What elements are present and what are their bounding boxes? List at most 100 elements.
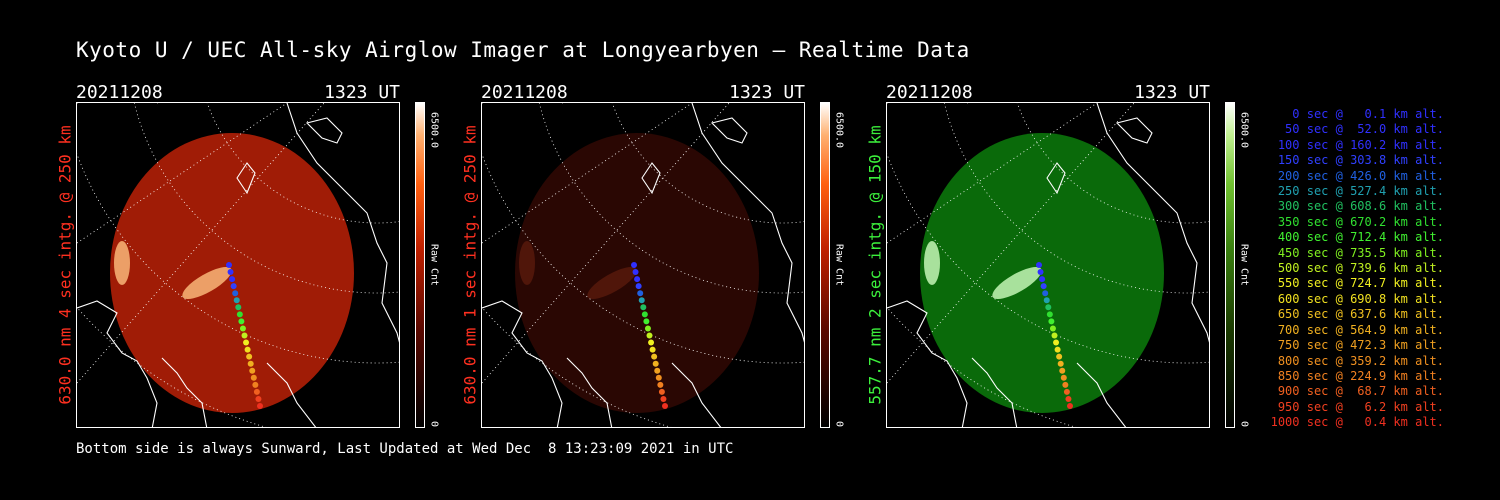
track-point bbox=[241, 332, 248, 339]
track-point bbox=[1048, 318, 1055, 325]
legend-entry: 900 sec @ 68.7 km alt. bbox=[1270, 384, 1444, 399]
track-point bbox=[652, 360, 659, 367]
track-point bbox=[1057, 360, 1064, 367]
panel-1-ylabel: 630.0 nm 4 sec intg. @ 250 km bbox=[55, 125, 75, 405]
longitude-grid bbox=[77, 103, 288, 244]
legend-entry: 300 sec @ 608.6 km alt. bbox=[1270, 199, 1444, 214]
track-point bbox=[646, 332, 653, 339]
panel-3-cbar-min: 0 bbox=[1238, 420, 1250, 428]
panel-1-cbar-unit: Raw Cnt bbox=[428, 243, 440, 287]
longitude-grid bbox=[887, 103, 1098, 244]
track-point bbox=[651, 353, 658, 360]
track-point bbox=[243, 339, 250, 346]
latitude-grid bbox=[538, 103, 804, 294]
legend-entry: 200 sec @ 426.0 km alt. bbox=[1270, 168, 1444, 183]
page-title: Kyoto U / UEC All-sky Airglow Imager at … bbox=[76, 38, 970, 62]
track-point bbox=[649, 346, 656, 353]
latitude-grid bbox=[133, 103, 399, 294]
track-point bbox=[255, 395, 262, 402]
panel-3-colorbar bbox=[1225, 102, 1235, 428]
legend-entry: 100 sec @ 160.2 km alt. bbox=[1270, 137, 1444, 152]
track-point bbox=[1065, 395, 1072, 402]
track-point bbox=[250, 374, 257, 381]
aurora-patch bbox=[114, 241, 130, 285]
track-point bbox=[230, 283, 237, 290]
track-point bbox=[253, 388, 260, 395]
legend-entry: 600 sec @ 690.8 km alt. bbox=[1270, 291, 1444, 306]
track-point bbox=[632, 269, 639, 276]
track-point bbox=[638, 297, 645, 304]
track-point bbox=[662, 403, 668, 409]
track-point bbox=[1045, 304, 1052, 311]
track-point bbox=[634, 276, 641, 283]
track-point bbox=[1051, 332, 1058, 339]
track-point bbox=[640, 304, 647, 311]
track-point bbox=[635, 283, 642, 290]
track-point bbox=[233, 297, 240, 304]
panel-2-time: 1323 UT bbox=[729, 82, 805, 103]
panel-1-date: 20211208 bbox=[76, 82, 163, 103]
legend-entry: 800 sec @ 359.2 km alt. bbox=[1270, 353, 1444, 368]
track-point bbox=[1046, 311, 1053, 318]
track-point bbox=[657, 381, 664, 388]
track-point bbox=[239, 325, 246, 332]
track-point bbox=[1043, 297, 1050, 304]
panel-1-image bbox=[76, 102, 400, 428]
legend-entry: 150 sec @ 303.8 km alt. bbox=[1270, 153, 1444, 168]
track-point bbox=[249, 367, 256, 374]
track-point bbox=[1067, 403, 1073, 409]
panel-2-colorbar bbox=[820, 102, 830, 428]
aurora-patch bbox=[182, 266, 232, 300]
track-point bbox=[644, 325, 651, 332]
track-point bbox=[235, 304, 242, 311]
track-point bbox=[1059, 367, 1066, 374]
track-point bbox=[226, 262, 232, 268]
panel-3-cbar-unit: Raw Cnt bbox=[1238, 243, 1250, 287]
track-point bbox=[654, 367, 661, 374]
panel-2-date: 20211208 bbox=[481, 82, 568, 103]
coastline bbox=[77, 103, 399, 427]
track-point bbox=[637, 290, 644, 297]
track-point bbox=[1063, 388, 1070, 395]
legend-entry: 1000 sec @ 0.4 km alt. bbox=[1270, 415, 1444, 430]
track-point bbox=[227, 269, 234, 276]
track-point bbox=[1056, 353, 1063, 360]
panel-2-cbar-min: 0 bbox=[833, 420, 845, 428]
panel-1-time: 1323 UT bbox=[324, 82, 400, 103]
legend-entry: 50 sec @ 52.0 km alt. bbox=[1270, 122, 1444, 137]
track-point bbox=[641, 311, 648, 318]
track-point bbox=[1036, 262, 1042, 268]
track-point bbox=[1037, 269, 1044, 276]
legend-entry: 700 sec @ 564.9 km alt. bbox=[1270, 322, 1444, 337]
coastline bbox=[887, 103, 1209, 427]
aurora-patch bbox=[924, 241, 940, 285]
track-point bbox=[631, 262, 637, 268]
legend-entry: 550 sec @ 724.7 km alt. bbox=[1270, 276, 1444, 291]
aurora-patch bbox=[992, 266, 1042, 300]
legend-entry: 650 sec @ 637.6 km alt. bbox=[1270, 307, 1444, 322]
track-point bbox=[1039, 276, 1046, 283]
legend-entry: 250 sec @ 527.4 km alt. bbox=[1270, 184, 1444, 199]
panel-1-cbar-min: 0 bbox=[428, 420, 440, 428]
track-point bbox=[1040, 283, 1047, 290]
track-point bbox=[655, 374, 662, 381]
legend-entry: 750 sec @ 472.3 km alt. bbox=[1270, 338, 1444, 353]
track-point bbox=[236, 311, 243, 318]
panel-2-cbar-max: 6500.0 bbox=[833, 111, 845, 149]
panel-1-colorbar bbox=[415, 102, 425, 428]
track-point bbox=[1060, 374, 1067, 381]
track-point bbox=[246, 353, 253, 360]
track-point bbox=[257, 403, 263, 409]
legend-entry: 950 sec @ 6.2 km alt. bbox=[1270, 399, 1444, 414]
track-point bbox=[658, 388, 665, 395]
panel-3-date: 20211208 bbox=[886, 82, 973, 103]
legend-entry: 0 sec @ 0.1 km alt. bbox=[1270, 107, 1444, 121]
coastline bbox=[482, 103, 804, 427]
legend-entry: 400 sec @ 712.4 km alt. bbox=[1270, 230, 1444, 245]
track-point bbox=[229, 276, 236, 283]
panel-2-image bbox=[481, 102, 805, 428]
track-point bbox=[244, 346, 251, 353]
track-point bbox=[238, 318, 245, 325]
legend-entry: 500 sec @ 739.6 km alt. bbox=[1270, 261, 1444, 276]
legend-entry: 450 sec @ 735.5 km alt. bbox=[1270, 245, 1444, 260]
